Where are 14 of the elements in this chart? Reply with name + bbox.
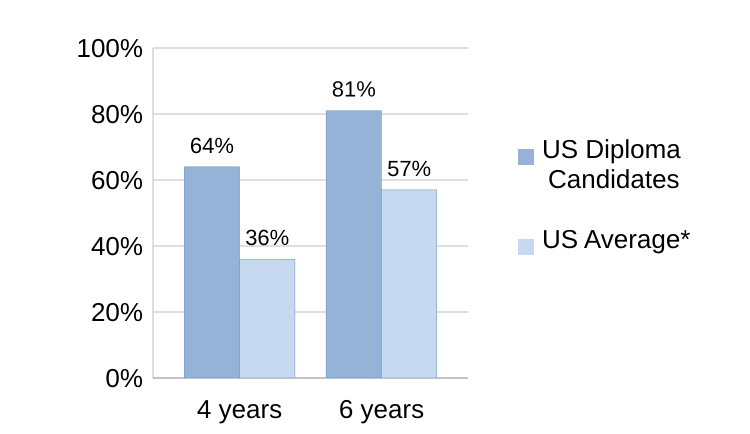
legend-label: US Diploma Candidates	[542, 134, 682, 194]
y-tick-label: 80%	[90, 99, 143, 130]
data-label: 64%	[190, 132, 234, 158]
x-tick-label: 4 years	[196, 394, 282, 424]
data-label: 36%	[245, 225, 290, 250]
x-tick-label: 6 years	[338, 394, 424, 424]
y-tick-label: 20%	[90, 297, 143, 328]
data-label: 57%	[387, 156, 432, 181]
y-tick-label: 60%	[90, 165, 143, 196]
data-label: 81%	[332, 76, 376, 102]
y-tick-label: 100%	[76, 33, 143, 64]
legend-label: US Average*	[542, 224, 690, 254]
y-tick-label: 40%	[90, 231, 143, 262]
y-tick-label: 0%	[105, 363, 143, 394]
